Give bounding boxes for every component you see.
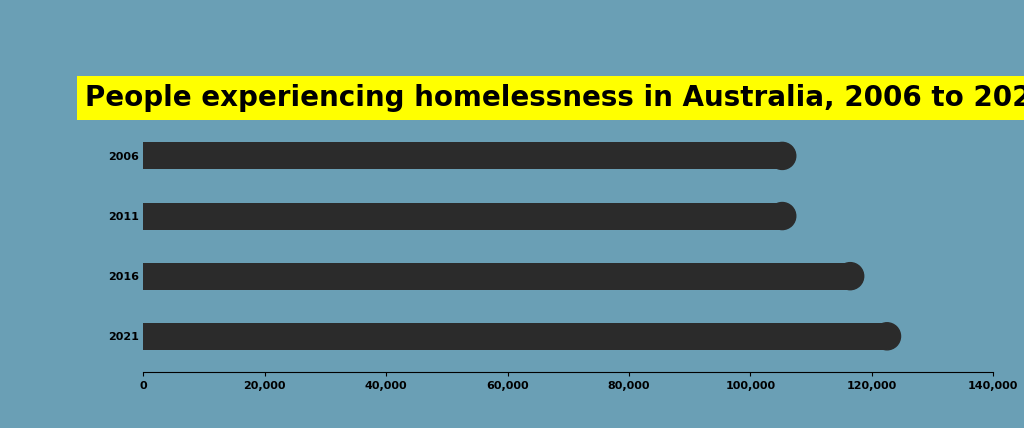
Ellipse shape — [873, 323, 900, 350]
Ellipse shape — [837, 263, 863, 290]
Ellipse shape — [769, 143, 796, 169]
Bar — [143, 263, 850, 290]
Bar — [143, 202, 782, 229]
Title: People experiencing homelessness in Australia, 2006 to 2021: People experiencing homelessness in Aust… — [85, 84, 1024, 112]
Bar — [143, 323, 887, 350]
Bar — [143, 143, 782, 169]
Ellipse shape — [769, 202, 796, 229]
